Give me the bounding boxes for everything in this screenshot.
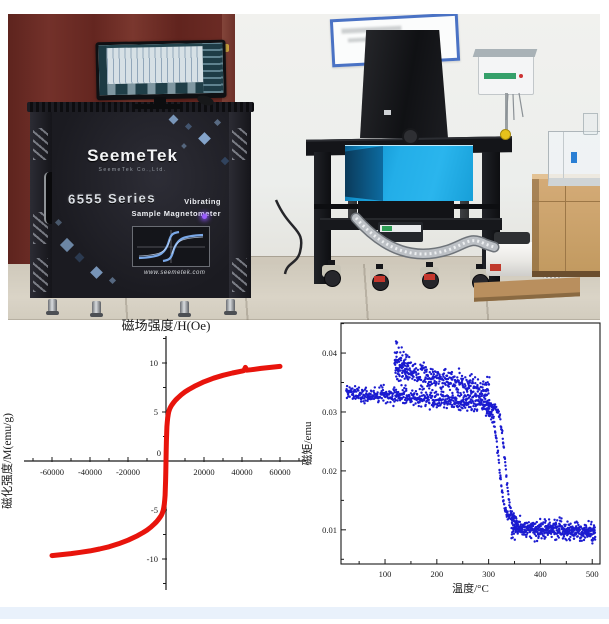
cabinet-front-panel: SeemeTek SeemeTek Co.,Ltd. 6555 Series V… — [52, 112, 229, 298]
svg-text:-60000: -60000 — [40, 467, 64, 477]
electromagnet-side-face — [345, 146, 383, 201]
svg-text:10: 10 — [150, 358, 159, 368]
vacuum-pump-handle — [494, 232, 530, 244]
caster-wheel — [366, 264, 392, 291]
monitor-screen — [98, 42, 224, 96]
balance-sample — [571, 152, 577, 163]
vent-slats — [33, 128, 48, 160]
svg-text:温度/°C: 温度/°C — [452, 581, 489, 595]
brand-block: SeemeTek SeemeTek Co.,Ltd. — [52, 146, 229, 173]
thermomagnetic-chart: 100 200 300 400 500 0.01 0.02 0.03 0.04 温度/°C 磁矩/e… — [298, 318, 609, 619]
software-right-panel — [202, 42, 224, 94]
hysteresis-chart: -60000 -40000 -20000 0 20000 40000 60000 -10 -5 5… — [0, 318, 330, 618]
wall-control-box — [478, 55, 534, 95]
svg-text:100: 100 — [379, 569, 392, 579]
decor-square — [59, 237, 75, 253]
hysteresis-chart-svg: -60000 -40000 -20000 0 20000 40000 60000 -10 -5 5… — [0, 318, 306, 590]
decor-square — [74, 252, 85, 263]
decor-square — [213, 118, 222, 127]
decor-square — [108, 276, 117, 285]
svg-text:400: 400 — [534, 569, 547, 579]
footer-accent-bar — [0, 607, 609, 619]
svg-text:-20000: -20000 — [116, 467, 140, 477]
door-hinge — [224, 44, 229, 52]
svg-text:-10: -10 — [147, 554, 158, 564]
svg-text:磁矩/emu: 磁矩/emu — [301, 421, 314, 465]
decor-square — [90, 266, 103, 279]
decor-square — [184, 122, 193, 131]
tagline-line1: Vibrating — [184, 197, 221, 206]
equipment-photo: SeemeTek SeemeTek Co.,Ltd. 6555 Series V… — [8, 14, 600, 320]
under-magnet-housing — [358, 198, 454, 220]
vent-slats — [33, 258, 48, 292]
decor-square — [198, 132, 211, 145]
shelf-instrument — [378, 222, 423, 242]
hysteresis-artwork-svg — [137, 230, 205, 263]
software-plot-area — [106, 46, 204, 85]
tagline-line2: Sample Magnetometer — [131, 209, 221, 218]
svg-text:0.02: 0.02 — [322, 466, 337, 476]
svg-text:20000: 20000 — [193, 467, 214, 477]
caster-wheel — [318, 260, 344, 287]
svg-text:500: 500 — [586, 569, 599, 579]
control-box-label — [484, 73, 516, 79]
svg-text:0.03: 0.03 — [322, 407, 337, 417]
tower-label — [384, 110, 391, 115]
svg-text:磁化强度/M(emu/g): 磁化强度/M(emu/g) — [0, 413, 14, 509]
svg-text:-5: -5 — [151, 505, 158, 515]
wooden-cabinet — [532, 174, 600, 277]
svg-text:5: 5 — [154, 407, 158, 417]
thermomagnetic-chart-svg: 100 200 300 400 500 0.01 0.02 0.03 0.04 温度/°C 磁矩/e… — [301, 322, 601, 595]
magnet-tower — [360, 30, 448, 138]
svg-text:300: 300 — [482, 569, 495, 579]
decor-square — [54, 218, 63, 227]
svg-text:0: 0 — [157, 448, 161, 458]
electromagnet-blue-enclosure — [345, 145, 473, 201]
svg-text:60000: 60000 — [269, 467, 290, 477]
vacuum-gauge — [402, 128, 419, 145]
software-status-panels — [107, 82, 204, 96]
vacuum-pump-label — [490, 264, 501, 271]
analytical-balance — [548, 131, 600, 186]
power-led — [202, 214, 207, 219]
vent-slats — [232, 258, 247, 292]
glass-beaker — [583, 113, 598, 135]
monitor-stand-base — [134, 104, 182, 109]
shelf-instrument-display — [382, 226, 392, 231]
cabinet-right-column — [229, 112, 251, 298]
product-taglines: Vibrating Sample Magnetometer — [89, 197, 221, 218]
website-text: www.seemetek.com — [144, 270, 206, 276]
decor-square — [168, 114, 179, 125]
leveling-foot — [178, 301, 191, 317]
vent-slats — [232, 128, 247, 160]
vsm-console-cabinet: SeemeTek SeemeTek Co.,Ltd. 6555 Series V… — [27, 102, 254, 317]
svg-text:0.01: 0.01 — [322, 525, 337, 535]
svg-text:-40000: -40000 — [78, 467, 102, 477]
emergency-button — [500, 129, 511, 140]
caster-wheel — [416, 262, 442, 289]
leveling-foot — [46, 299, 59, 315]
control-monitor — [95, 39, 227, 101]
hysteresis-artwork — [132, 226, 210, 267]
leveling-foot — [90, 301, 103, 317]
svg-text:200: 200 — [430, 569, 443, 579]
brand-subtitle: SeemeTek Co.,Ltd. — [98, 167, 167, 173]
control-box-indicator — [519, 74, 523, 78]
brand-logo-text: SeemeTek — [87, 146, 178, 165]
svg-text:0.04: 0.04 — [322, 348, 338, 358]
sensor-wires — [505, 92, 524, 121]
svg-text:磁场强度/H(Oe): 磁场强度/H(Oe) — [122, 318, 211, 333]
monitor-stand-neck — [154, 97, 166, 106]
leveling-foot — [224, 299, 237, 315]
svg-text:40000: 40000 — [231, 467, 252, 477]
